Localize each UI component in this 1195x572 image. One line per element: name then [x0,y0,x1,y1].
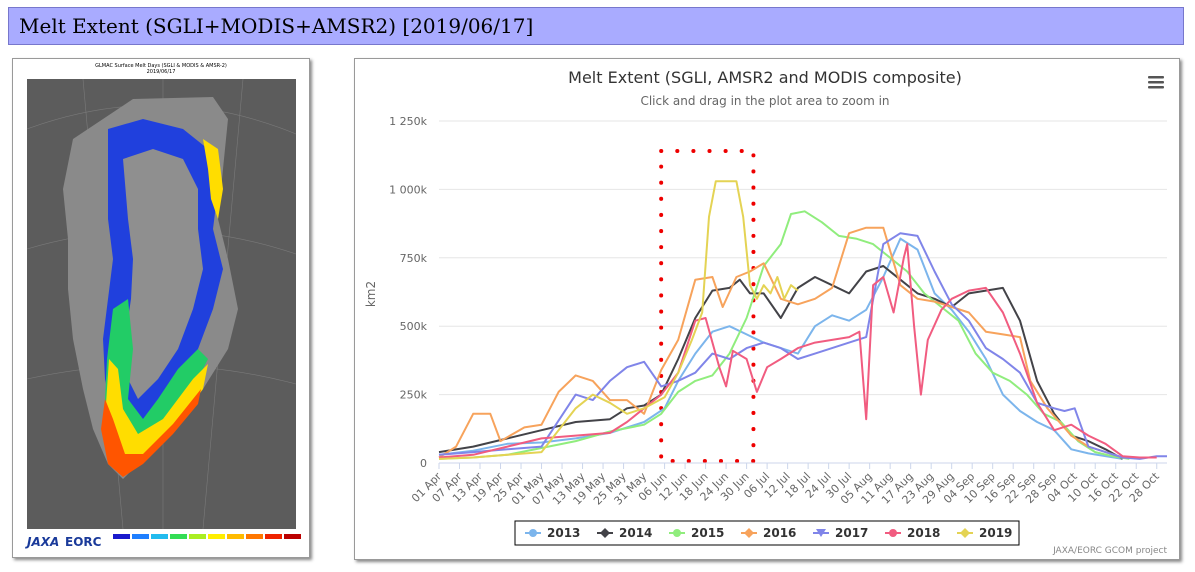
map-legend-swatch [189,534,206,539]
map-legend-swatch [265,534,282,539]
series-line-2015 [438,210,1130,460]
map-legend-swatch [170,534,187,539]
series-line-2019 [438,180,799,460]
map-legend-swatch [284,534,301,539]
legend-marker [816,529,826,537]
y-tick-label: 250k [400,389,428,402]
y-axis-label: km2 [364,281,378,307]
y-tick-label: 1 000k [389,183,427,196]
jaxa-logo: JAXA [25,535,59,549]
legend-item-2019[interactable]: 2019 [979,526,1012,540]
y-axis: 0 250k 500k 750k 1 000k 1 250k [389,115,427,470]
y-tick-label: 0 [420,457,427,470]
greenland-melt-map: GLMAC Surface Melt Days (SGLI & MODIS & … [13,59,309,557]
legend-marker [960,528,970,538]
legend-item-2015[interactable]: 2015 [691,526,724,540]
hamburger-menu-icon[interactable] [1147,75,1165,91]
map-date: 2019/06/17 [147,69,176,75]
interior-no-melt [123,149,203,399]
legend-marker [673,529,681,537]
greenland-melt-map-panel: GLMAC Surface Melt Days (SGLI & MODIS & … [12,58,310,558]
melt-zone-green [105,299,208,459]
y-tick-label: 750k [400,252,428,265]
chart-series [438,180,1167,460]
chart-title: Melt Extent (SGLI, AMSR2 and MODIS compo… [568,68,962,87]
map-title: GLMAC Surface Melt Days (SGLI & MODIS & … [95,63,227,69]
melt-zone-red [101,389,201,477]
series-line-2018 [438,243,1157,459]
melt-extent-chart[interactable]: Melt Extent (SGLI, AMSR2 and MODIS compo… [355,59,1179,559]
melt-zone-northeast [203,139,223,219]
chart-credit: JAXA/EORC GCOM project [1052,546,1167,556]
legend-marker [600,528,610,538]
map-legend-swatch [113,534,130,539]
melt-extent-chart-panel: Melt Extent (SGLI, AMSR2 and MODIS compo… [354,58,1180,560]
y-tick-label: 1 250k [389,115,427,128]
legend-marker [744,528,754,538]
chart-subtitle: Click and drag in the plot area to zoom … [640,94,889,108]
map-legend-swatch [151,534,168,539]
melt-zone-yellow [105,359,208,469]
legend-marker [889,529,897,537]
series-line-2013 [438,237,1123,460]
legend-item-2018[interactable]: 2018 [907,526,940,540]
chart-legend: 2013 2014 2015 2016 2017 2018 2019 [514,520,1020,546]
legend-marker [529,529,537,537]
legend-item-2016[interactable]: 2016 [763,526,796,540]
map-legend [113,534,301,539]
y-tick-label: 500k [400,320,428,333]
page-title: Melt Extent (SGLI+MODIS+AMSR2) [2019/06/… [19,14,534,38]
legend-item-2017[interactable]: 2017 [835,526,868,540]
legend-item-2013[interactable]: 2013 [547,526,580,540]
legend-item-2014[interactable]: 2014 [619,526,652,540]
map-legend-swatch [246,534,263,539]
page-header: Melt Extent (SGLI+MODIS+AMSR2) [2019/06/… [8,7,1184,45]
series-line-2014 [438,265,1124,460]
series-line-2016 [438,226,1123,459]
map-legend-swatch [227,534,244,539]
map-legend-swatch [132,534,149,539]
map-legend-swatch [208,534,225,539]
eorc-logo: EORC [65,535,102,549]
series-line-2017 [438,232,1167,460]
